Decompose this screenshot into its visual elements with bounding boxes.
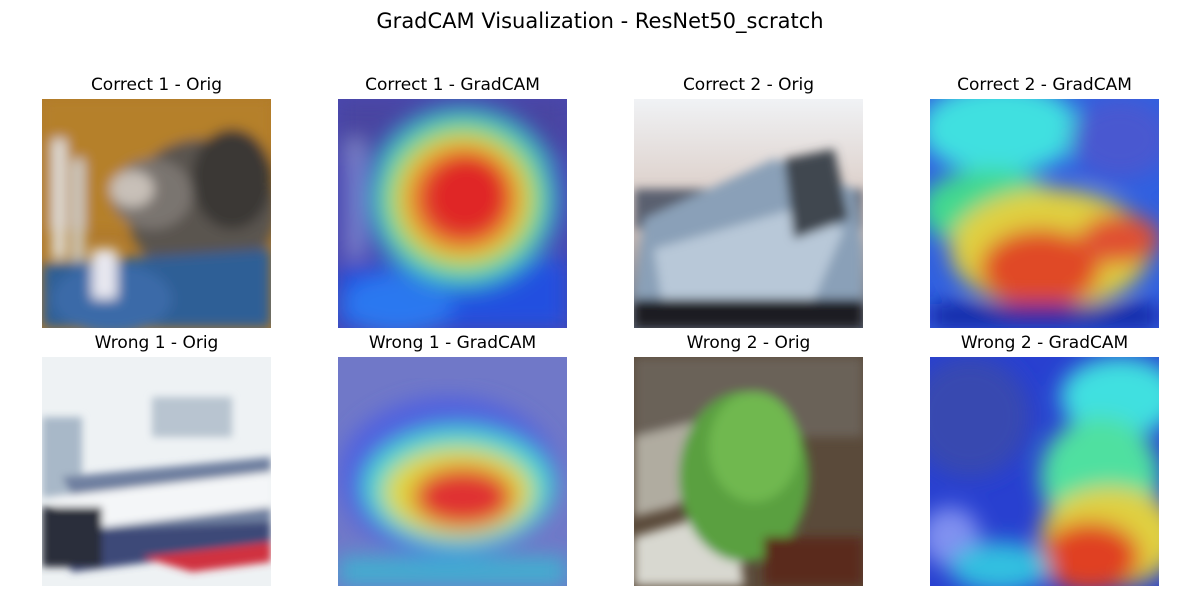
panel-title: Correct 1 - Orig <box>90 75 223 95</box>
figure-title: GradCAM Visualization - ResNet50_scratch <box>376 9 824 33</box>
frog-image <box>634 357 863 586</box>
panel-title: Correct 1 - GradCAM <box>365 75 540 95</box>
panel-wrong-2-gradcam: Wrong 2 - GradCAM <box>930 332 1159 586</box>
gradcam-heatmap <box>338 99 567 328</box>
boat-image <box>634 99 863 328</box>
panel-correct-2-gradcam: Correct 2 - GradCAM <box>930 74 1159 328</box>
gradcam-heatmap <box>338 357 567 586</box>
panel-correct-1-orig: Correct 1 - Orig <box>42 74 271 328</box>
panel-title: Correct 2 - Orig <box>682 75 815 95</box>
panel-correct-1-gradcam: Correct 1 - GradCAM <box>338 74 567 328</box>
panel-correct-2-orig: Correct 2 - Orig <box>634 74 863 328</box>
gradcam-heatmap <box>930 357 1159 586</box>
panel-title: Wrong 1 - Orig <box>94 333 219 353</box>
ship-image <box>42 357 271 586</box>
panel-title: Correct 2 - GradCAM <box>957 75 1132 95</box>
cat-image <box>42 99 271 328</box>
panel-title: Wrong 2 - Orig <box>686 333 811 353</box>
panel-title: Wrong 1 - GradCAM <box>368 333 537 353</box>
panel-wrong-1-gradcam: Wrong 1 - GradCAM <box>338 332 567 586</box>
panel-title: Wrong 2 - GradCAM <box>960 333 1129 353</box>
panel-wrong-1-orig: Wrong 1 - Orig <box>42 332 271 586</box>
panel-wrong-2-orig: Wrong 2 - Orig <box>634 332 863 586</box>
gradcam-heatmap <box>930 99 1159 328</box>
